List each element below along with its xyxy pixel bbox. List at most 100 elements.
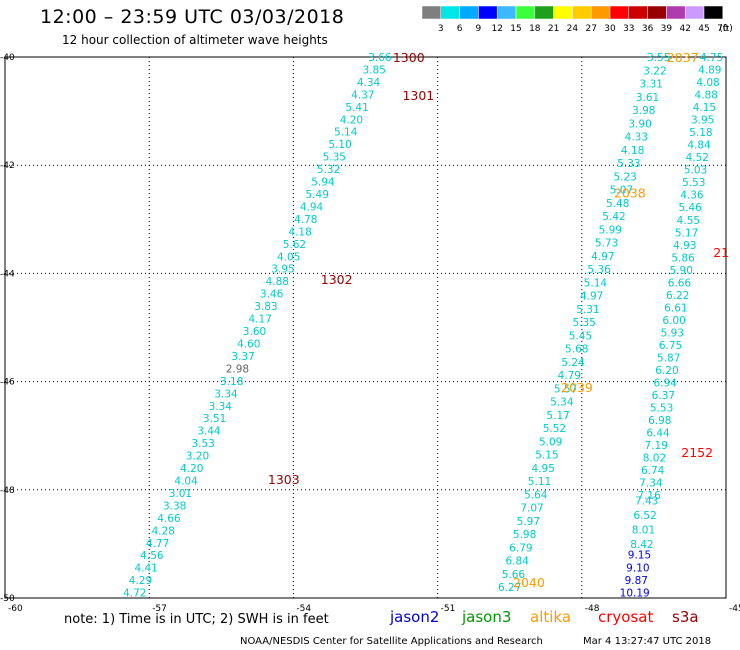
wave-height-value: 5.33 — [617, 158, 640, 170]
grid-lines — [5, 57, 726, 598]
wave-height-value: 5.14 — [334, 127, 358, 139]
chart-title: 12:00 – 23:59 UTC 03/03/2018 — [40, 6, 345, 28]
color-scale-label: 45 — [698, 24, 709, 34]
wave-height-value: 3.01 — [169, 488, 192, 500]
wave-height-value: 4.97 — [580, 291, 603, 303]
color-swatch — [515, 5, 536, 20]
wave-height-value: 5.11 — [528, 476, 551, 488]
color-scale-label: 3 — [438, 24, 444, 34]
time-label: 1301 — [402, 88, 434, 103]
y-tick-label: -44 — [0, 269, 15, 279]
x-tick-label: -51 — [441, 604, 456, 614]
color-swatch — [553, 5, 573, 20]
y-tick-label: -48 — [0, 486, 15, 496]
wave-height-value: 5.94 — [311, 177, 335, 189]
legend-cryosat: cryosat — [598, 608, 654, 626]
color-scale-label: 33 — [623, 24, 634, 34]
wave-height-value: 6.37 — [652, 390, 675, 402]
color-swatch — [496, 5, 517, 20]
wave-height-value: 9.15 — [628, 550, 651, 562]
time-label: 2038 — [614, 185, 646, 200]
color-swatch — [684, 5, 705, 20]
wave-height-value: 5.09 — [539, 436, 562, 448]
wave-height-value: 4.33 — [625, 132, 648, 144]
wave-height-value: 5.35 — [323, 152, 346, 164]
wave-height-value: 3.18 — [220, 376, 243, 388]
y-tick-label: -40 — [0, 53, 15, 63]
wave-height-value: 4.88 — [266, 276, 289, 288]
wave-height-value: 5.93 — [661, 327, 684, 339]
time-label: 2037 — [667, 50, 699, 65]
wave-height-value: 6.27 — [498, 582, 521, 594]
color-swatch — [609, 5, 630, 20]
wave-height-value: 3.98 — [632, 105, 655, 117]
wave-height-value: 3.61 — [636, 92, 659, 104]
wave-height-value: 3.51 — [203, 413, 226, 425]
wave-height-value: 5.23 — [613, 171, 636, 183]
wave-height-value: 3.37 — [231, 351, 254, 363]
wave-height-value: 6.66 — [668, 277, 692, 289]
wave-height-value: 5.07 — [610, 185, 633, 197]
time-label: 1302 — [321, 272, 353, 287]
wave-height-value: 4.72 — [123, 588, 146, 600]
wave-height-value: 3.34 — [214, 388, 238, 400]
wave-height-value: 4.41 — [134, 563, 157, 575]
wave-height-value: 8.02 — [643, 453, 666, 465]
wave-height-value: 4.34 — [357, 77, 381, 89]
footer-credit: NOAA/NESDIS Center for Satellite Applica… — [240, 636, 543, 647]
wave-height-value: 5.32 — [317, 164, 340, 176]
color-swatch — [440, 5, 460, 20]
legend-jason3: jason3 — [462, 608, 512, 626]
x-tick-label: -48 — [585, 604, 600, 614]
wave-height-value: 4.37 — [351, 89, 374, 101]
chart-subtitle: 12 hour collection of altimeter wave hei… — [62, 33, 328, 47]
color-scale-label: 70 — [717, 24, 729, 34]
wave-height-value: 3.85 — [363, 64, 386, 76]
wave-height-value: 2.98 — [226, 363, 249, 375]
legend-s3a: s3a — [672, 608, 699, 626]
wave-height-value: 5.10 — [328, 139, 351, 151]
color-scale-label: 21 — [548, 24, 559, 34]
wave-height-value: 5.53 — [650, 403, 673, 415]
wave-height-value: 5.41 — [345, 102, 368, 114]
axis-ticks: -60 -57 -54 -51 -48 -45 -40 -42 -44 -46 -48 -50 — [0, 53, 740, 614]
wave-height-value: 3.55 — [647, 52, 670, 64]
x-tick-label: -45 — [729, 604, 740, 614]
footer-note: note: 1) Time is in UTC; 2) SWH is in fe… — [64, 612, 329, 627]
wave-height-value: 6.94 — [653, 378, 677, 390]
wave-height-value: 4.52 — [686, 152, 709, 164]
footer-timestamp: Mar 4 13:27:47 UTC 2018 — [583, 636, 712, 647]
wave-height-value: 6.74 — [641, 465, 665, 477]
time-labels: 1300 1301 1302 1303 2037 2038 2039 2040 2152 21 — [268, 50, 729, 590]
wave-height-value: 4.29 — [129, 575, 152, 587]
wave-height-value: 4.84 — [687, 140, 711, 152]
wave-height-value: 5.46 — [678, 202, 702, 214]
color-scale-label: 15 — [510, 24, 521, 34]
wave-height-value: 3.31 — [640, 79, 663, 91]
wave-height-value: 6.20 — [655, 365, 678, 377]
wave-height-value: 8.01 — [632, 524, 655, 536]
wave-height-value: 9.87 — [625, 575, 648, 587]
wave-height-value: 4.97 — [591, 251, 614, 263]
time-label: 2040 — [513, 575, 545, 590]
wave-height-value: 3.53 — [191, 438, 214, 450]
wave-height-value: 6.22 — [666, 290, 689, 302]
wave-height-value: 3.95 — [691, 115, 714, 127]
wave-height-value: 4.77 — [146, 538, 169, 550]
wave-height-value: 5.66 — [502, 569, 526, 581]
wave-height-value: 7.43 — [635, 496, 658, 508]
plot-frame — [4, 56, 727, 599]
wave-height-value: 4.93 — [673, 240, 696, 252]
color-scale-label: 36 — [642, 24, 654, 34]
time-label: 1303 — [268, 472, 300, 487]
color-swatch — [421, 5, 442, 20]
color-swatch — [572, 5, 592, 20]
color-swatch — [666, 5, 686, 20]
color-scale-label: 18 — [529, 24, 541, 34]
wave-height-value: 6.61 — [664, 302, 687, 314]
color-swatch — [590, 5, 611, 20]
wave-height-value: 5.36 — [587, 264, 611, 276]
color-swatch — [628, 5, 648, 20]
color-scale-label: 6 — [457, 24, 463, 34]
